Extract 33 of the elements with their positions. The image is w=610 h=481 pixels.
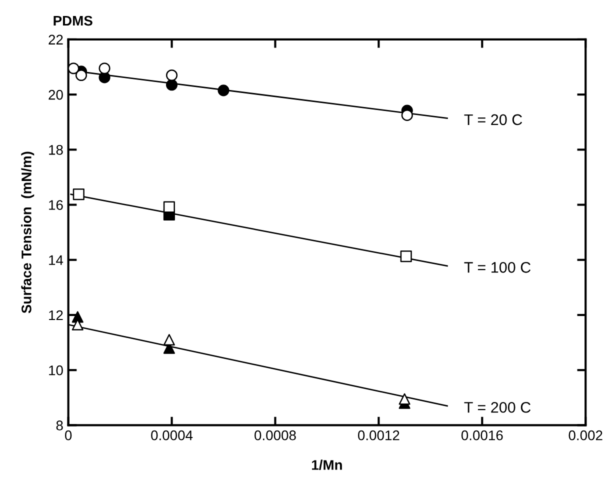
point xyxy=(72,188,84,200)
series-label: T = 100 C xyxy=(464,262,531,273)
point xyxy=(218,84,230,96)
x-tick-label: 0.0008 xyxy=(254,430,296,440)
y-tick-label: 10 xyxy=(49,365,63,376)
x-tick-label: 0.0004 xyxy=(151,430,193,440)
chart-title: PDMS xyxy=(54,16,92,26)
point xyxy=(68,62,80,74)
point xyxy=(398,393,410,405)
point xyxy=(166,79,178,91)
y-axis-title: Surface Tension (mN/m) xyxy=(21,152,34,314)
y-tick-label: 8 xyxy=(56,420,63,430)
y-tick-label: 12 xyxy=(49,310,63,320)
y-tick-label: 14 xyxy=(49,255,64,265)
x-tick-label: 0.0012 xyxy=(358,430,400,440)
series-label: T = 20 C xyxy=(464,114,522,126)
point xyxy=(98,72,110,84)
x-axis-title: 1/Mn xyxy=(312,460,342,470)
x-tick-label: 0.002 xyxy=(568,430,602,440)
y-tick-label: 20 xyxy=(48,90,63,100)
point xyxy=(166,69,178,82)
y-tick-label: 16 xyxy=(49,200,63,210)
series-label: T = 200 C xyxy=(464,402,531,413)
y-tick-label: 22 xyxy=(48,34,63,44)
y-tick-label: 18 xyxy=(49,144,63,155)
point xyxy=(163,201,175,213)
x-tick-label: 0 xyxy=(65,430,72,440)
x-tick-label: 0.0016 xyxy=(461,430,503,440)
point xyxy=(401,109,413,121)
point xyxy=(400,250,412,262)
point xyxy=(163,334,175,346)
point xyxy=(98,62,110,74)
point xyxy=(75,69,88,82)
